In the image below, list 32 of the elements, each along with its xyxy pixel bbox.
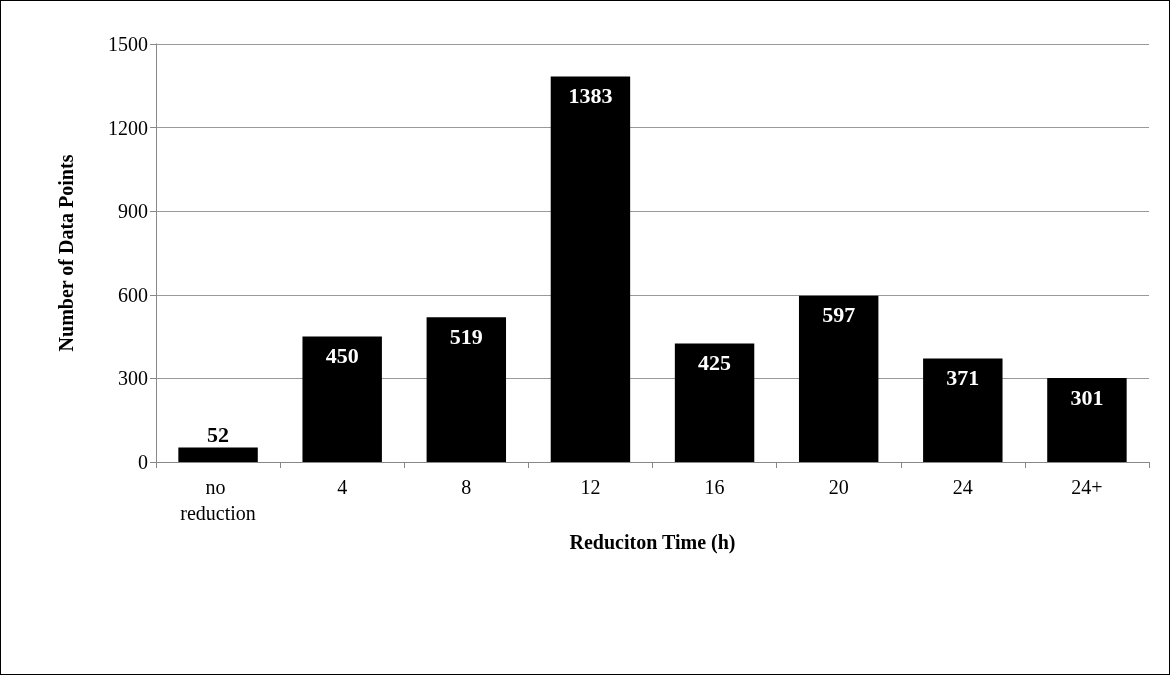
x-axis-title: Reduciton Time (h)	[569, 531, 736, 554]
x-tick-label: 24+	[1071, 476, 1103, 498]
y-tick-label: 1500	[108, 33, 148, 55]
data-label: 519	[449, 323, 483, 349]
data-label: 425	[698, 350, 732, 376]
data-label: 597	[822, 302, 856, 328]
data-label: 301	[1070, 384, 1104, 410]
y-tick-label: 1200	[108, 116, 148, 139]
y-tick-label: 600	[118, 283, 148, 306]
x-tick-label: no reduction	[180, 476, 256, 524]
bar	[302, 336, 382, 462]
bar	[550, 76, 631, 462]
bar	[1047, 378, 1127, 462]
x-tick-label: 20	[828, 476, 849, 498]
y-tick-label: 0	[138, 451, 148, 473]
data-label: 1383	[568, 83, 613, 109]
y-tick-label: 300	[118, 367, 148, 390]
data-label: 450	[325, 343, 359, 369]
x-tick-label: 8	[461, 476, 472, 498]
data-label: 371	[946, 365, 980, 391]
y-axis-title: Number of Data Points	[55, 154, 77, 352]
bar	[178, 447, 258, 462]
y-tick-label: 900	[118, 200, 148, 223]
x-tick-label: 12	[580, 476, 601, 498]
bar	[923, 358, 1003, 462]
x-tick-label: 4	[337, 476, 348, 498]
data-label: 52	[207, 422, 230, 448]
x-tick-label: 16	[704, 476, 725, 498]
x-tick-label: 24	[952, 476, 973, 498]
bar	[426, 317, 507, 462]
bar	[798, 295, 879, 462]
bar	[674, 343, 755, 462]
